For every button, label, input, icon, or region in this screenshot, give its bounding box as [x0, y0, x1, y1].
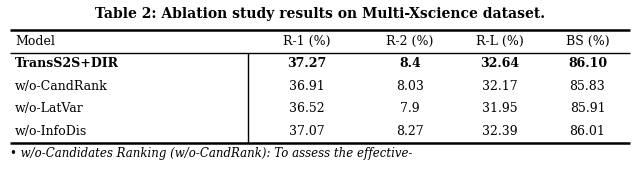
Text: • w/o-Candidates Ranking (w/o-CandRank): To assess the effective-: • w/o-Candidates Ranking (w/o-CandRank):…: [10, 146, 413, 159]
Text: 8.4: 8.4: [399, 57, 421, 70]
Text: 86.01: 86.01: [570, 125, 605, 138]
Text: 7.9: 7.9: [400, 102, 420, 115]
Text: w/o-CandRank: w/o-CandRank: [15, 80, 108, 93]
Text: 32.64: 32.64: [481, 57, 520, 70]
Text: Model: Model: [15, 35, 55, 48]
Text: TransS2S+DIR: TransS2S+DIR: [15, 57, 119, 70]
Text: w/o-LatVar: w/o-LatVar: [15, 102, 84, 115]
Text: R-2 (%): R-2 (%): [387, 35, 434, 48]
Text: 37.27: 37.27: [287, 57, 326, 70]
Text: 36.52: 36.52: [289, 102, 324, 115]
Text: w/o-InfoDis: w/o-InfoDis: [15, 125, 87, 138]
Text: 85.83: 85.83: [570, 80, 605, 93]
Text: BS (%): BS (%): [566, 35, 609, 48]
Text: 37.07: 37.07: [289, 125, 324, 138]
Text: 8.27: 8.27: [396, 125, 424, 138]
Text: 32.39: 32.39: [482, 125, 518, 138]
Text: 31.95: 31.95: [482, 102, 518, 115]
Text: 36.91: 36.91: [289, 80, 324, 93]
Text: Table 2: Ablation study results on Multi-Xscience dataset.: Table 2: Ablation study results on Multi…: [95, 7, 545, 21]
Text: 8.03: 8.03: [396, 80, 424, 93]
Text: R-L (%): R-L (%): [476, 35, 524, 48]
Text: 86.10: 86.10: [568, 57, 607, 70]
Text: R-1 (%): R-1 (%): [283, 35, 330, 48]
Text: 85.91: 85.91: [570, 102, 605, 115]
Text: 32.17: 32.17: [482, 80, 518, 93]
